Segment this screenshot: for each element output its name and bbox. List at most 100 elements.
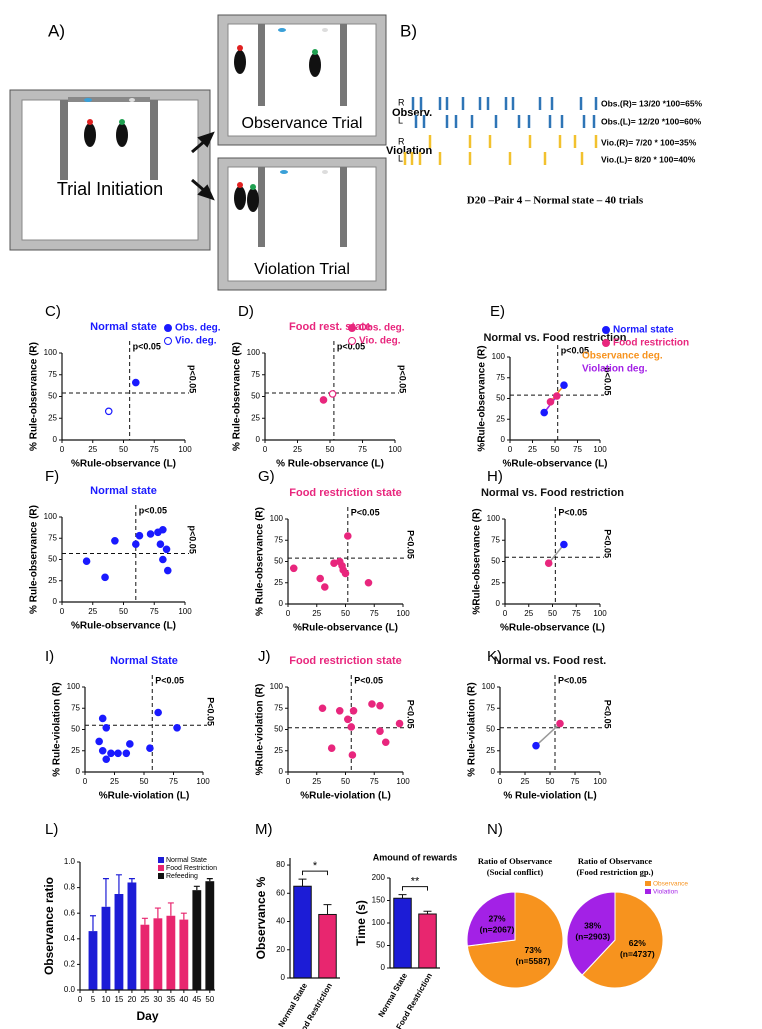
legend-label: Violation [653, 889, 678, 896]
chart-title: Normal State [110, 655, 178, 667]
point [327, 744, 336, 753]
point [159, 525, 167, 534]
y-axis-label: % Rule-violation (R) [52, 682, 63, 776]
x-tick-label: 50 [205, 995, 214, 1004]
score: Vio.(R)= 7/20 * 100=35% [601, 137, 697, 147]
x-tick-label: 75 [571, 777, 580, 786]
y-tick-label: 75 [274, 703, 283, 712]
x-tick-label: 75 [358, 445, 367, 454]
panel-label: G) [258, 468, 275, 485]
error-bar [206, 878, 213, 882]
point [111, 536, 119, 545]
x-tick-label: 25 [528, 445, 537, 454]
y-tick-label: 100 [247, 348, 261, 357]
bar [140, 924, 150, 990]
annotation: p<0.05 [398, 365, 408, 393]
x-tick-label: 25 [521, 777, 530, 786]
point [102, 755, 111, 764]
x-tick-label: 50 [140, 777, 149, 786]
x-tick-label: 0 [498, 777, 503, 786]
y-tick-label: 1.0 [64, 857, 76, 866]
point [328, 390, 337, 398]
bar [101, 906, 111, 990]
y-tick-label: 0 [501, 435, 506, 444]
panel-label: H) [487, 468, 503, 485]
chart-title: Normal vs. Food restriction [483, 332, 626, 344]
point [395, 719, 404, 728]
y-tick-label: 0.4 [64, 934, 76, 943]
y-tick-label: 50 [71, 725, 80, 734]
y-tick-label: 0 [491, 767, 496, 776]
legend-swatch [645, 889, 651, 894]
error-bar [167, 902, 174, 916]
annotation: p<0.05 [139, 505, 167, 515]
y-tick-label: 25 [486, 746, 495, 755]
point [560, 381, 568, 390]
box-title: Trial Initiation [57, 179, 163, 199]
count-label: (n=5587) [516, 956, 551, 966]
y-tick-label: 0.8 [64, 883, 76, 892]
x-tick-label: 25 [88, 607, 97, 616]
y-tick-label: 50 [251, 392, 260, 401]
point [546, 398, 555, 406]
side-label: L [398, 153, 403, 163]
x-tick-label: 100 [396, 609, 410, 618]
y-tick-label: 75 [274, 535, 283, 544]
legend-label: Observance [653, 881, 688, 888]
legend-marker [348, 337, 356, 345]
x-tick-label: 0 [286, 609, 291, 618]
count-label: (n=4737) [620, 949, 655, 959]
y-tick-label: 50 [491, 557, 500, 566]
legend-swatch [158, 865, 164, 871]
error-bar [89, 915, 96, 932]
bar [88, 931, 98, 990]
significance-bracket [302, 870, 328, 876]
y-tick-label: 100 [270, 682, 284, 691]
x-tick-label: 75 [572, 609, 581, 618]
legend-label: Vio. deg. [359, 336, 401, 347]
x-axis-label: %Rule-violation (L) [99, 791, 190, 802]
error-bar [398, 894, 407, 899]
y-tick-label: 0 [53, 435, 58, 444]
bar [418, 913, 437, 969]
caption: D20 –Pair 4 – Normal state – 40 trials [467, 195, 644, 207]
y-tick-label: 0 [496, 599, 501, 608]
point [126, 740, 134, 748]
point [532, 741, 540, 750]
y-tick-label: 40 [276, 917, 285, 926]
y-tick-label: 25 [274, 746, 283, 755]
arrows [191, 131, 215, 201]
x-tick-label: 100 [196, 777, 210, 786]
point [320, 583, 329, 591]
score: Obs.(L)= 12/20 *100=60% [601, 116, 702, 126]
y-axis-label: %Rule-violation (R) [255, 684, 266, 776]
y-tick-label: 0 [279, 599, 284, 608]
x-tick-label: 100 [178, 607, 192, 616]
panel-label: F) [45, 468, 59, 485]
point [104, 407, 113, 416]
y-tick-label: 50 [486, 725, 495, 734]
point [146, 744, 154, 753]
value-label: 62% [629, 938, 646, 948]
panel-label: K) [487, 648, 502, 665]
point [107, 749, 115, 758]
x-axis-label: % Rule-violation (L) [503, 791, 596, 802]
x-tick-label: 45 [192, 995, 201, 1004]
annotation: P<0.05 [558, 675, 587, 685]
x-tick-label: 0 [286, 777, 291, 786]
link-line [548, 544, 565, 564]
legend-swatch [645, 881, 651, 886]
x-tick-label: 0 [83, 777, 88, 786]
x-tick-label: 25 [312, 777, 321, 786]
link-line [535, 722, 561, 747]
x-axis-label: Day [136, 1009, 158, 1023]
annotation: p<0.05 [603, 367, 613, 395]
bar [318, 913, 337, 979]
slice [581, 891, 664, 989]
y-axis-label: Observance % [254, 876, 268, 959]
significance-bracket [402, 886, 428, 891]
x-tick-label: 25 [88, 445, 97, 454]
y-tick-label: 100 [270, 514, 284, 523]
point [376, 701, 384, 710]
